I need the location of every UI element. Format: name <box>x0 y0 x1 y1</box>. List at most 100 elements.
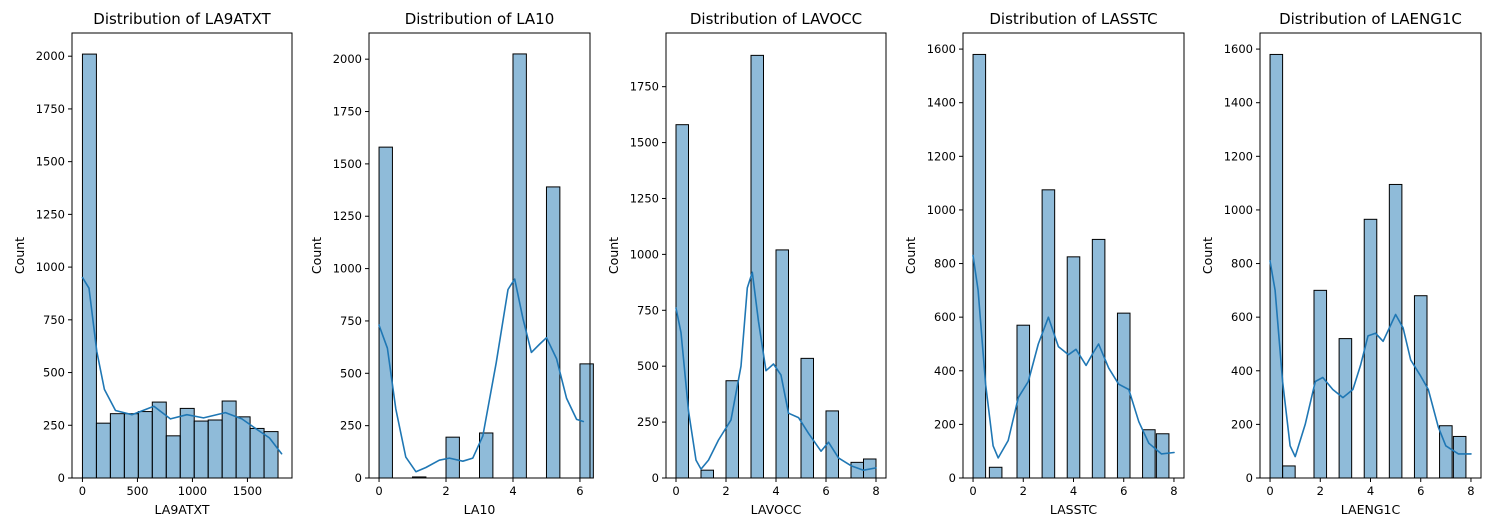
y-tick-label: 1000 <box>36 260 65 274</box>
x-tick-label: 4 <box>772 484 779 498</box>
y-axis-label: Count <box>606 237 621 274</box>
x-tick-label: 1000 <box>178 484 207 498</box>
y-tick-label: 1400 <box>1224 96 1253 110</box>
histogram-bar <box>1155 433 1170 479</box>
x-tick-label: 6 <box>1417 484 1424 498</box>
y-tick-label: 1000 <box>333 262 362 276</box>
y-tick-label: 0 <box>1246 471 1253 485</box>
histogram-bar <box>512 53 527 479</box>
histogram-bar <box>800 357 814 479</box>
x-tick-label: 6 <box>1120 484 1127 498</box>
x-tick-label: 8 <box>1170 484 1177 498</box>
histogram-bar <box>207 419 223 479</box>
x-tick-label: 4 <box>509 484 516 498</box>
y-tick-label: 200 <box>934 417 956 431</box>
y-tick-label: 1500 <box>333 157 362 171</box>
y-tick-label: 1750 <box>630 80 659 94</box>
histogram-bar <box>1142 429 1156 479</box>
y-axis-label: Count <box>903 237 918 274</box>
x-tick-label: 2 <box>722 484 729 498</box>
y-tick-label: 400 <box>934 364 956 378</box>
histogram-bar <box>1413 295 1428 479</box>
kde-line <box>378 278 585 473</box>
histogram-bar <box>1363 218 1378 479</box>
histogram-bar <box>1338 338 1353 479</box>
x-axis-label: LAENG1C <box>1341 502 1401 517</box>
y-tick-label: 1500 <box>36 155 65 169</box>
y-tick-label: 0 <box>949 471 956 485</box>
y-tick-label: 1000 <box>927 203 956 217</box>
histogram-bar <box>1091 238 1106 479</box>
y-axis-label: Count <box>12 237 27 274</box>
x-tick-label: 2 <box>1020 484 1027 498</box>
y-tick-label: 1600 <box>1224 42 1253 56</box>
x-tick-label: 0 <box>969 484 976 498</box>
x-tick-label: 500 <box>126 484 148 498</box>
histogram-bar <box>775 249 789 479</box>
y-tick-label: 1600 <box>927 42 956 56</box>
histogram-bar <box>123 413 139 479</box>
x-tick-label: 8 <box>1467 484 1474 498</box>
histogram-bar <box>1116 312 1131 479</box>
y-tick-label: 1000 <box>1224 203 1253 217</box>
y-tick-label: 1400 <box>927 96 956 110</box>
histogram-bar <box>249 427 265 479</box>
histogram-bar <box>675 124 689 479</box>
y-tick-label: 800 <box>934 257 956 271</box>
y-tick-label: 1250 <box>333 209 362 223</box>
histogram-bar <box>193 420 209 479</box>
y-tick-label: 500 <box>637 359 659 373</box>
histogram-bar <box>545 186 561 479</box>
chart-panel-5: 0 2 4 6 8 0 200 400 600 800 1000 1200 1400 1600 Distri… <box>1200 10 1482 517</box>
x-tick-label: 2 <box>1317 484 1324 498</box>
histogram-bar <box>179 407 195 479</box>
x-tick-label: 6 <box>576 484 583 498</box>
y-tick-label: 600 <box>1231 310 1253 324</box>
histogram-bar <box>1452 435 1467 479</box>
x-axis-label: LAVOCC <box>751 502 802 517</box>
y-tick-label: 600 <box>934 310 956 324</box>
y-tick-label: 200 <box>1231 417 1253 431</box>
x-tick-label: 0 <box>375 484 382 498</box>
y-tick-label: 2000 <box>333 52 362 66</box>
y-tick-label: 1200 <box>927 149 956 163</box>
y-tick-label: 1250 <box>36 207 65 221</box>
x-axis-label: LASSTC <box>1050 502 1098 517</box>
y-tick-label: 1750 <box>36 102 65 116</box>
histogram-bar <box>825 410 839 479</box>
y-tick-label: 1250 <box>630 191 659 205</box>
histogram-bar <box>137 411 153 479</box>
kde-line <box>675 271 877 472</box>
chart-panel-1: 0 500 1000 1500 0 250 500 750 1000 1250 1500 1750 20… <box>12 10 293 517</box>
plot-frame <box>368 32 591 479</box>
histogram-bar <box>165 435 181 479</box>
y-tick-label: 500 <box>43 366 65 380</box>
y-tick-label: 1750 <box>333 105 362 119</box>
x-tick-label: 0 <box>1266 484 1273 498</box>
histogram-bar <box>750 54 764 479</box>
chart-panel-2: 0 2 4 6 0 250 500 750 1000 1250 1500 1750 2000 Distri… <box>309 10 594 517</box>
x-tick-label: 2 <box>442 484 449 498</box>
x-axis-label: LA9ATXT <box>155 502 210 517</box>
histogram-bar <box>235 416 251 479</box>
histogram-bar <box>1016 324 1031 479</box>
x-tick-label: 4 <box>1367 484 1374 498</box>
y-tick-label: 1500 <box>630 136 659 150</box>
y-tick-label: 1200 <box>1224 149 1253 163</box>
histogram-bar <box>1388 183 1403 479</box>
x-tick-label: 0 <box>79 484 86 498</box>
y-tick-label: 800 <box>1231 257 1253 271</box>
histogram-bar <box>109 413 125 479</box>
kde-line <box>972 254 1175 459</box>
y-tick-label: 1000 <box>630 247 659 261</box>
y-tick-label: 0 <box>58 471 65 485</box>
histogram-bar <box>378 146 393 479</box>
kde-line <box>81 276 283 455</box>
histogram-bar <box>988 466 1003 479</box>
histogram-bar <box>263 431 279 479</box>
y-tick-label: 0 <box>652 471 659 485</box>
chart-title: Distribution of LASSTC <box>989 10 1157 28</box>
histogram-bar <box>1041 189 1056 479</box>
chart-title: Distribution of LA9ATXT <box>93 10 271 28</box>
